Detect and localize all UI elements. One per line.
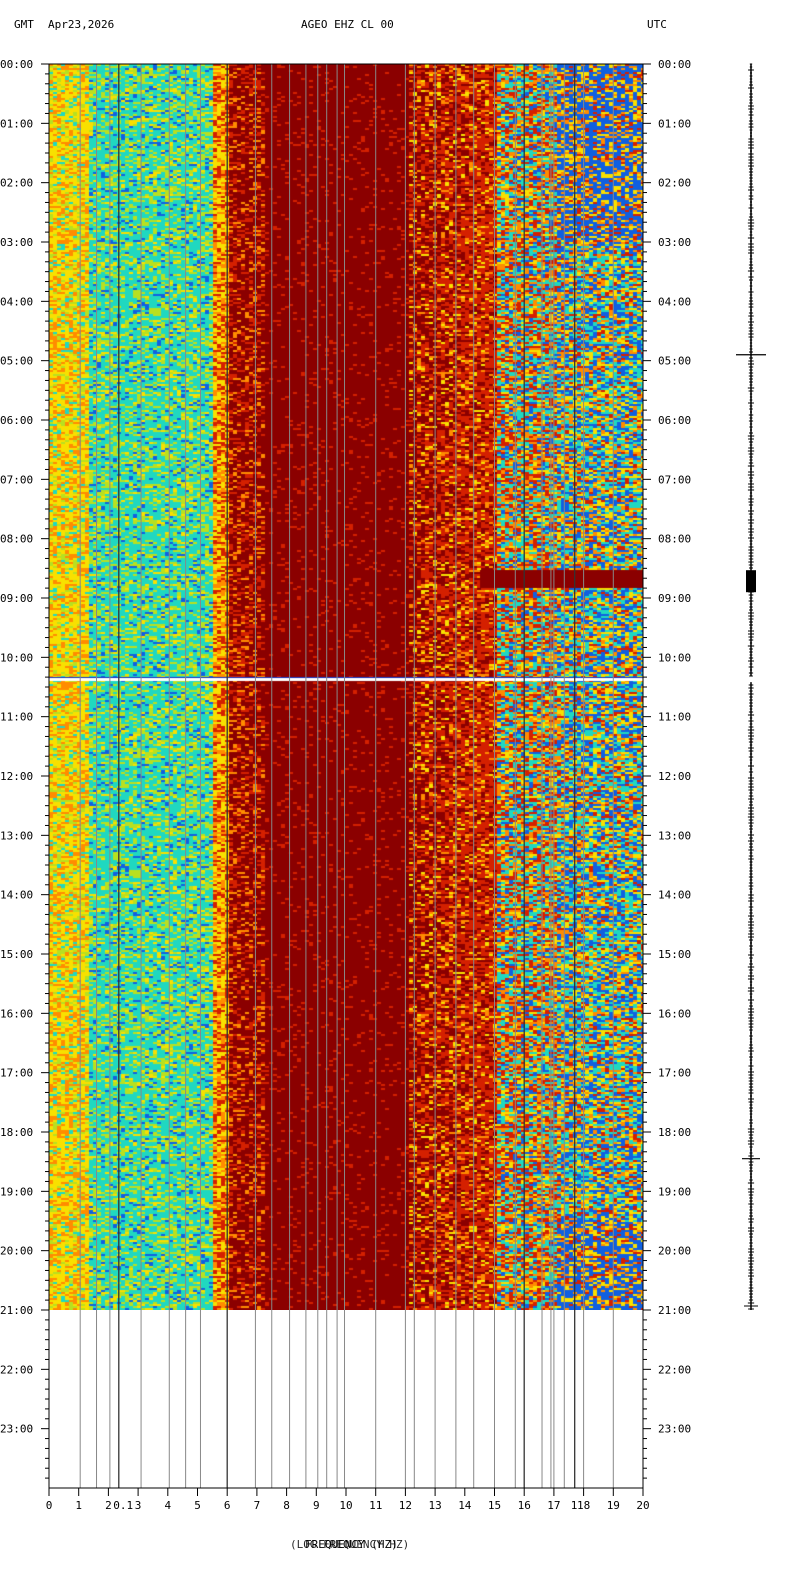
y-tick-label-right-20: 20:00: [658, 1245, 691, 1258]
frequency-gridlines: [79, 64, 614, 1488]
y-tick-label-left-14: 14:00: [0, 889, 33, 902]
y-tick-label-left-13: 13:00: [0, 829, 33, 842]
y-tick-label-right-5: 05:00: [658, 355, 691, 368]
x-tick-label-7: 7: [254, 1499, 261, 1512]
y-tick-label-right-13: 13:00: [658, 829, 691, 842]
y-tick-label-right-1: 01:00: [658, 117, 691, 130]
y-tick-label-right-14: 14:00: [658, 889, 691, 902]
y-tick-label-right-10: 10:00: [658, 651, 691, 664]
y-tick-label-left-22: 22:00: [0, 1363, 33, 1376]
heatmap-image: [49, 64, 643, 1310]
y-tick-label-left-19: 19:00: [0, 1185, 33, 1198]
y-tick-label-right-21: 21:00: [658, 1304, 691, 1317]
y-tick-label-left-17: 17:00: [0, 1067, 33, 1080]
x-tick-label-5: 5: [194, 1499, 201, 1512]
x-tick-label-14: 14: [458, 1499, 472, 1512]
y-tick-label-right-15: 15:00: [658, 948, 691, 961]
y-tick-label-right-7: 07:00: [658, 473, 691, 486]
y-tick-label-right-18: 18:00: [658, 1126, 691, 1139]
x-tick-label-1: 1: [75, 1499, 82, 1512]
x-tick-label-4: 4: [165, 1499, 172, 1512]
seismogram-event-burst: [746, 570, 756, 593]
y-tick-label-right-8: 08:00: [658, 533, 691, 546]
x-tick-label-3: 3: [135, 1499, 142, 1512]
y-tick-label-right-3: 03:00: [658, 236, 691, 249]
x-tick-label-9: 9: [313, 1499, 320, 1512]
y-tick-label-left-16: 16:00: [0, 1007, 33, 1020]
y-tick-label-right-23: 23:00: [658, 1423, 691, 1436]
y-tick-label-right-19: 19:00: [658, 1185, 691, 1198]
y-tick-label-right-9: 09:00: [658, 592, 691, 605]
y-tick-label-left-20: 20:00: [0, 1245, 33, 1258]
date-label: Apr23,2026: [48, 18, 115, 31]
y-tick-label-right-2: 02:00: [658, 177, 691, 190]
x-tick-label-19: 19: [607, 1499, 620, 1512]
x-tick-label-16: 16: [518, 1499, 531, 1512]
axes: 00:00 00:00 01:00 01:00 02:00 02:00 03:00 03:00…: [0, 58, 691, 1512]
y-tick-label-left-1: 01:00: [0, 117, 33, 130]
x-axis-label-overlap: (LOG FREQUENCY HZ): [290, 1538, 410, 1551]
log-tick-label-1: 1: [571, 1499, 578, 1512]
y-tick-label-left-5: 05:00: [0, 355, 33, 368]
x-tick-label-15: 15: [488, 1499, 501, 1512]
y-tick-label-left-8: 08:00: [0, 533, 33, 546]
y-tick-label-left-12: 12:00: [0, 770, 33, 783]
log-tick-label-0: 0.1: [113, 1499, 133, 1512]
y-tick-label-left-7: 07:00: [0, 473, 33, 486]
y-tick-label-left-3: 03:00: [0, 236, 33, 249]
x-tick-label-6: 6: [224, 1499, 231, 1512]
x-axis-label: FREQUENCY (HZ): [305, 1538, 398, 1551]
y-tick-label-right-11: 11:00: [658, 711, 691, 724]
y-tick-label-left-4: 04:00: [0, 295, 33, 308]
x-tick-label-8: 8: [283, 1499, 290, 1512]
y-tick-label-left-9: 09:00: [0, 592, 33, 605]
x-tick-label-11: 11: [369, 1499, 382, 1512]
station-title: AGEO EHZ CL 00: [301, 18, 394, 31]
timezone-right: UTC: [647, 18, 667, 31]
y-tick-label-right-17: 17:00: [658, 1067, 691, 1080]
x-tick-label-0: 0: [46, 1499, 53, 1512]
x-tick-label-18: 18: [577, 1499, 590, 1512]
x-tick-label-13: 13: [429, 1499, 442, 1512]
y-tick-label-right-22: 22:00: [658, 1363, 691, 1376]
y-tick-label-left-11: 11:00: [0, 711, 33, 724]
x-tick-label-12: 12: [399, 1499, 412, 1512]
y-tick-label-right-6: 06:00: [658, 414, 691, 427]
y-tick-label-left-10: 10:00: [0, 651, 33, 664]
y-tick-label-right-4: 04:00: [658, 295, 691, 308]
heatmap-area: [49, 64, 643, 1310]
y-tick-label-left-15: 15:00: [0, 948, 33, 961]
y-tick-label-left-0: 00:00: [0, 58, 33, 71]
y-tick-label-left-23: 23:00: [0, 1423, 33, 1436]
seismogram-trace: [736, 63, 766, 1310]
y-tick-label-left-6: 06:00: [0, 414, 33, 427]
timezone-left: GMT: [14, 18, 34, 31]
y-tick-label-right-16: 16:00: [658, 1007, 691, 1020]
y-tick-label-right-0: 00:00: [658, 58, 691, 71]
y-tick-label-left-2: 02:00: [0, 177, 33, 190]
x-tick-label-20: 20: [636, 1499, 649, 1512]
y-tick-label-left-18: 18:00: [0, 1126, 33, 1139]
x-tick-label-17: 17: [547, 1499, 560, 1512]
x-tick-label-10: 10: [339, 1499, 352, 1512]
x-tick-label-2: 2: [105, 1499, 112, 1512]
y-tick-label-left-21: 21:00: [0, 1304, 33, 1317]
y-tick-label-right-12: 12:00: [658, 770, 691, 783]
